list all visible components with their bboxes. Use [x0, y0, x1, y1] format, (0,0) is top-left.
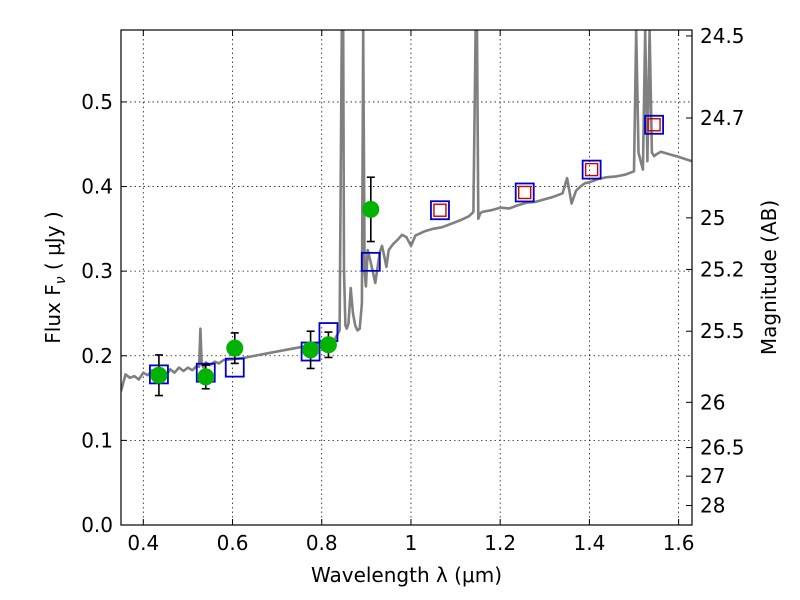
y-tick-label: 0.5 — [81, 90, 113, 114]
plot-frame — [120, 29, 693, 526]
x-axis-title: Wavelength λ (μm) — [311, 563, 502, 587]
y-tick-label: 0.2 — [81, 344, 113, 368]
model-band-square-inner — [647, 118, 661, 132]
y2-tick-label: 25.2 — [700, 257, 745, 281]
x-tick-label: 1 — [405, 531, 418, 555]
y2-tick-label: 26 — [700, 390, 725, 414]
model-band-square-nir — [581, 159, 602, 180]
observed-point — [302, 341, 320, 359]
marker-layer — [149, 114, 664, 397]
model-band-square-nir — [430, 200, 450, 221]
observed-point — [226, 339, 244, 357]
model-band-square-nir — [514, 182, 535, 203]
grid-layer — [121, 30, 692, 526]
y2-tick-label: 24.7 — [700, 106, 745, 130]
y2-axis-title: Magnitude (AB) — [757, 200, 781, 355]
y2-tick-label: 25.5 — [700, 319, 745, 343]
y2-tick-label: 27 — [700, 464, 725, 488]
y-axis-title: Flux Fν ( μJy ) — [41, 211, 69, 343]
y2-tick-label: 24.5 — [700, 24, 745, 48]
model-band-square-inner — [518, 185, 532, 200]
observed-point — [150, 366, 168, 384]
x-tick-label: 1.2 — [484, 531, 516, 555]
y-tick-label: 0.1 — [81, 428, 113, 452]
x-tick-label: 0.6 — [217, 531, 249, 555]
spectrum-layer — [121, 30, 692, 392]
x-tick-label: 1.4 — [573, 531, 605, 555]
y2-tick-label: 25 — [700, 206, 725, 230]
x-tick-label: 1.6 — [663, 531, 695, 555]
y-tick-label: 0.0 — [81, 513, 113, 537]
tick-label-layer: 0.4 0.6 0.8 1 1.2 1.4 1.6 0.0 0.1 0.2 0.3 0.4 0.5 24.… — [81, 24, 744, 555]
y-axis-title-main: Flux F — [41, 284, 65, 343]
x-tick-label: 0.8 — [306, 531, 338, 555]
y2-tick-label: 26.5 — [700, 436, 745, 460]
model-band-square-inner — [584, 162, 599, 177]
y-tick-label: 0.4 — [81, 175, 113, 199]
observed-point — [197, 368, 215, 386]
y2-tick-label: 28 — [700, 494, 725, 518]
y-axis-title-unit: ( μJy ) — [41, 211, 65, 276]
model-band-square-nir — [644, 114, 664, 135]
observed-point — [319, 336, 337, 354]
y-axis-title-subscript: ν — [53, 276, 69, 284]
spectrum-line — [121, 30, 692, 392]
x-tick-label: 0.4 — [127, 531, 159, 555]
observed-point — [362, 200, 380, 218]
model-band-square-inner — [433, 203, 447, 217]
tick-layer — [121, 30, 692, 526]
y-tick-label: 0.3 — [81, 259, 113, 283]
model-band-square — [360, 251, 381, 272]
